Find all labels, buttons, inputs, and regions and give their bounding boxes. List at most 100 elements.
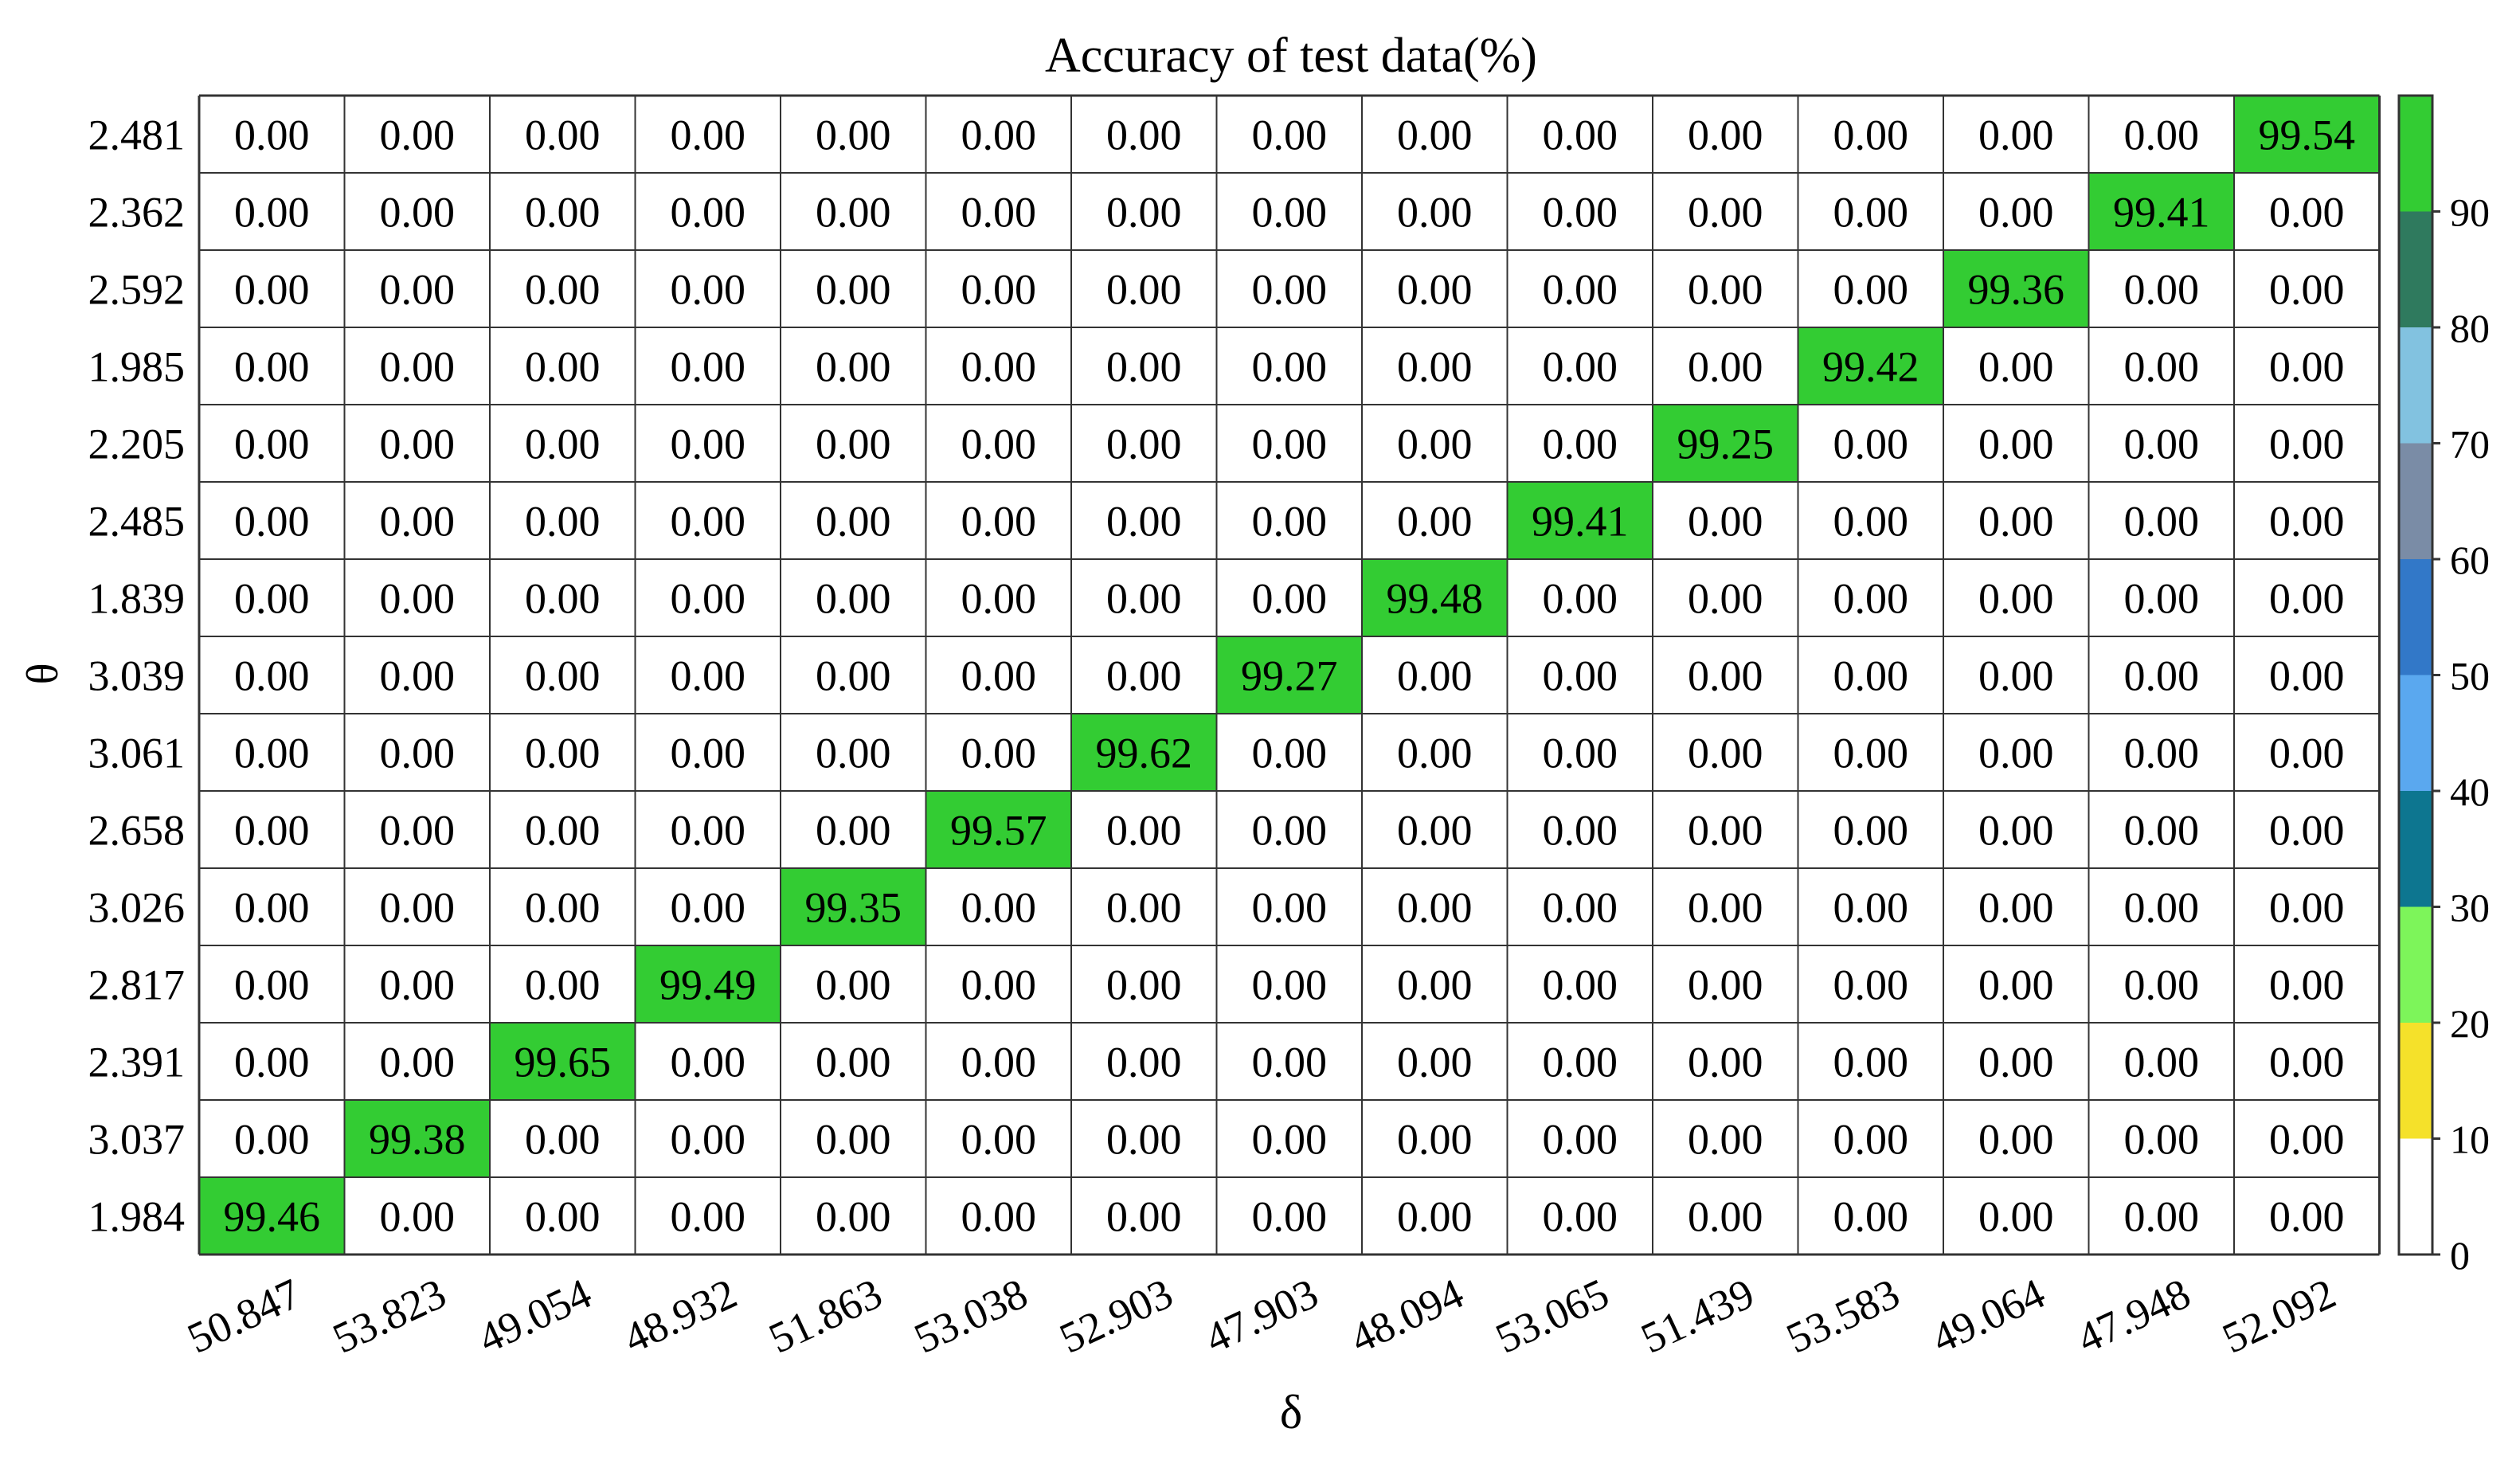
heatmap-cell [2088,327,2234,405]
heatmap-cell [1653,173,1798,250]
cell-value-label: 0.00 [1397,730,1473,777]
cell-value-label: 0.00 [234,1116,310,1164]
cell-value-label: 0.00 [1833,266,1909,314]
heatmap-cell [344,327,490,405]
heatmap-cell [344,636,490,714]
cell-value-label: 0.00 [2269,343,2345,391]
cell-value-label: 0.00 [961,112,1037,159]
heatmap-cell [1071,714,1217,791]
cell-value-label: 0.00 [1833,730,1909,777]
cell-value-label: 0.00 [1543,575,1618,623]
heatmap-cell [1071,868,1217,945]
heatmap-cell [1507,1023,1653,1100]
heatmap-cell [1362,173,1508,250]
cell-value-label: 0.00 [671,884,746,932]
cell-value-label: 0.00 [380,421,456,468]
heatmap-cell [1943,1023,2089,1100]
heatmap-cell [2088,636,2234,714]
cell-value-label: 0.00 [816,575,891,623]
cell-value-label: 0.00 [234,807,310,855]
heatmap-cell [781,173,926,250]
heatmap-cell [1653,559,1798,636]
cell-value-label: 0.00 [1688,498,1763,546]
heatmap-cell [2234,868,2380,945]
heatmap-cell [344,1100,490,1177]
heatmap-cell [1653,405,1798,482]
heatmap-cell [2234,482,2380,559]
cell-value-label: 0.00 [2124,1193,2200,1241]
heatmap-cell [781,636,926,714]
cell-value-label: 0.00 [961,1193,1037,1241]
cell-value-label: 99.48 [1387,575,1484,623]
heatmap-cell [1943,250,2089,327]
heatmap-cell [635,714,781,791]
cell-value-label: 0.00 [816,266,891,314]
cell-value-label: 0.00 [816,1116,891,1164]
cell-value-label: 0.00 [1252,1116,1328,1164]
colorbar-tick-label: 0 [2450,1233,2470,1278]
cell-value-label: 0.00 [961,730,1037,777]
colorbar-tick-label: 30 [2450,886,2490,930]
heatmap-cell [1071,482,1217,559]
heatmap-cell [1943,791,2089,868]
heatmap-cell [1362,482,1508,559]
heatmap-cell [1071,405,1217,482]
heatmap-cell [925,559,1071,636]
heatmap-cell [781,327,926,405]
cell-value-label: 0.00 [234,421,310,468]
heatmap-cell [2234,945,2380,1023]
cell-value-label: 0.00 [1252,884,1328,932]
heatmap-cell [1943,1100,2089,1177]
cell-value-label: 0.00 [961,652,1037,700]
heatmap-cell [199,327,345,405]
heatmap-cell [2234,1177,2380,1255]
heatmap-cell [199,636,345,714]
cell-value-label: 0.00 [1397,884,1473,932]
cell-value-label: 0.00 [1397,652,1473,700]
colorbar-tick-label: 40 [2450,769,2490,814]
cell-value-label: 0.00 [961,266,1037,314]
cell-value-label: 0.00 [2269,266,2345,314]
y-tick-label: 3.061 [88,730,186,777]
heatmap-cell [635,173,781,250]
heatmap-cell [199,96,345,173]
cell-value-label: 0.00 [525,652,601,700]
cell-value-label: 0.00 [1688,575,1763,623]
heatmap-cell [1798,96,1943,173]
cell-value-label: 99.54 [2259,112,2356,159]
cell-value-label: 0.00 [1397,961,1473,1009]
cell-value-label: 0.00 [234,498,310,546]
heatmap-cell [1943,945,2089,1023]
cell-value-label: 0.00 [1106,1193,1182,1241]
heatmap-cell [1362,714,1508,791]
cell-value-label: 0.00 [525,343,601,391]
heatmap-cell [1943,482,2089,559]
cell-value-label: 0.00 [1978,1116,2054,1164]
cell-value-label: 0.00 [816,652,891,700]
heatmap-cell [1071,636,1217,714]
heatmap-cell [1507,1100,1653,1177]
heatmap-cell [2088,945,2234,1023]
cell-value-label: 0.00 [1106,1039,1182,1086]
heatmap-cell [925,1023,1071,1100]
cell-value-label: 0.00 [1106,652,1182,700]
heatmap-cell [1943,636,2089,714]
heatmap-cell [1216,173,1362,250]
cell-value-label: 0.00 [1978,884,2054,932]
heatmap-cell [1362,1100,1508,1177]
cell-value-label: 99.38 [369,1116,466,1164]
heatmap-cell [2234,559,2380,636]
cell-value-label: 0.00 [1688,1193,1763,1241]
colorbar-bin [2399,559,2432,675]
heatmap-cell [2088,482,2234,559]
chart-title: Accuracy of test data(%) [1045,29,1537,83]
cell-value-label: 0.00 [234,1039,310,1086]
heatmap-cell [199,791,345,868]
heatmap-cell [199,482,345,559]
heatmap-cell [1216,250,1362,327]
colorbar-bin [2399,791,2432,907]
heatmap-cell [2234,1023,2380,1100]
heatmap-cell [1507,173,1653,250]
cell-value-label: 0.00 [525,1116,601,1164]
heatmap-cell [1507,791,1653,868]
